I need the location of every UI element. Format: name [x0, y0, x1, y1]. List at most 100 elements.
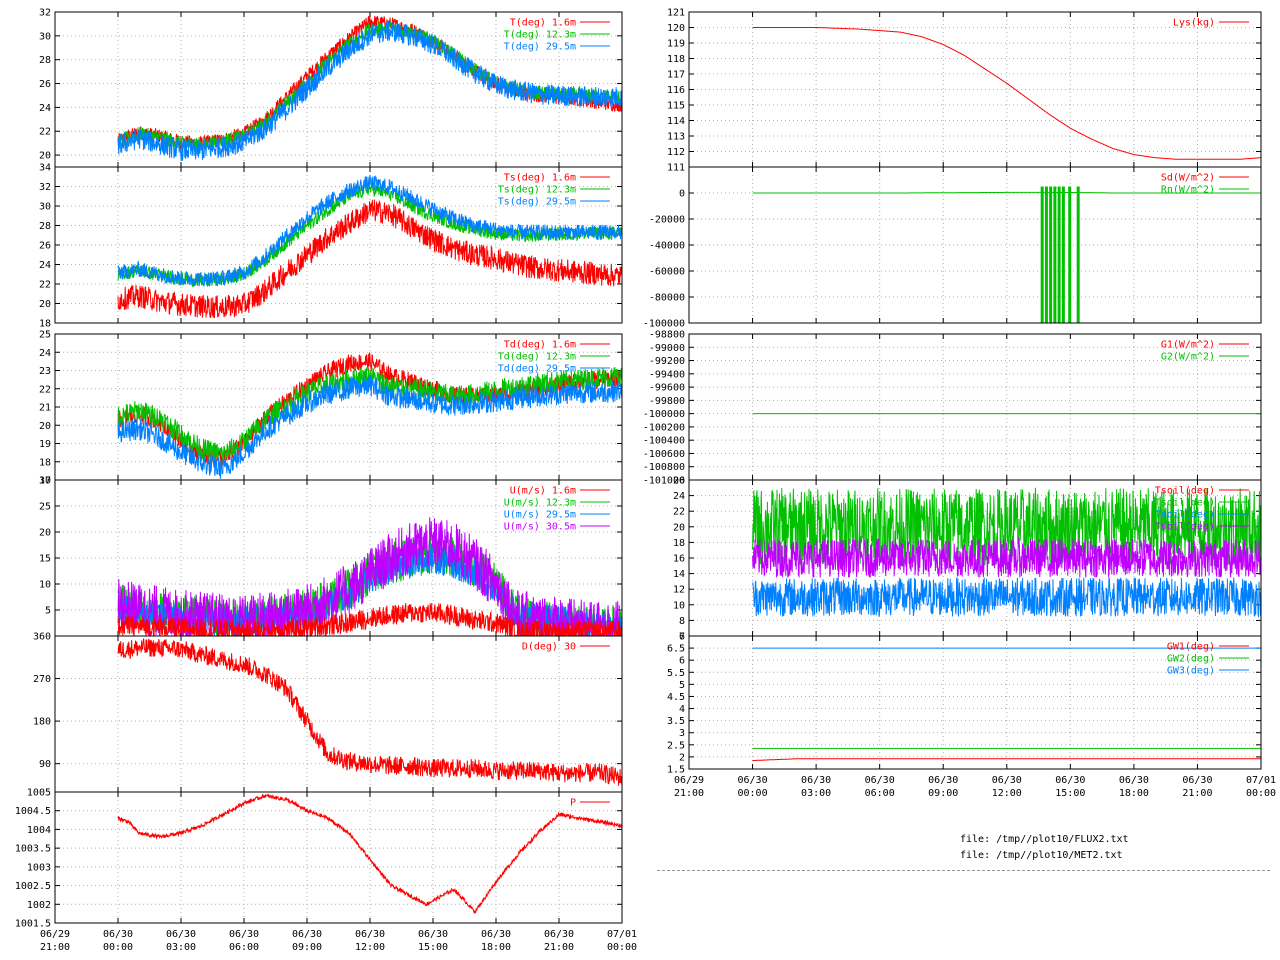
y-tick-label: 5 — [679, 680, 685, 691]
x-tick-time: 09:00 — [292, 942, 322, 953]
y-tick-label: -100000 — [643, 319, 685, 330]
y-tick-label: 30 — [39, 202, 51, 213]
y-tick-label: 18 — [673, 538, 685, 549]
y-tick-label: 20 — [39, 528, 51, 539]
panel-temp: 20 22 24 26 28 30 32 T(deg) 1.6mT(deg) 12.3mT(d… — [39, 8, 623, 168]
y-tick-label: 7 — [679, 632, 685, 643]
series-line-tsoil-2 — [752, 577, 1261, 619]
y-tick-label: -100600 — [643, 449, 685, 460]
x-tick-time: 12:00 — [992, 788, 1022, 799]
y-tick-label: 180 — [33, 717, 51, 728]
y-tick-label: 114 — [667, 116, 685, 127]
panel-p: 1001.5 1002 1002.5 1003 1003.5 1004 1004.5 1005… — [15, 788, 623, 930]
series-line-lys-0 — [752, 27, 1261, 160]
legend-label: Td(deg) 1.6m — [504, 340, 576, 351]
y-tick-label: 26 — [39, 241, 51, 252]
y-tick-label: 18 — [39, 319, 51, 330]
x-tick-date: 06/30 — [292, 929, 322, 940]
y-tick-label: 12 — [673, 585, 685, 596]
y-tick-label: 121 — [667, 8, 685, 19]
legend-label: Tsoil(deg) — [1155, 498, 1215, 509]
y-tick-label: 0 — [679, 189, 685, 200]
x-tick-time: 15:00 — [1055, 788, 1085, 799]
y-tick-label: 1002 — [27, 900, 51, 911]
x-tick-time: 18:00 — [1119, 788, 1149, 799]
x-tick-date: 06/30 — [229, 929, 259, 940]
y-tick-label: 26 — [673, 476, 685, 487]
legend-label: Tsoil(deg) — [1155, 510, 1215, 521]
file-label-met: file: /tmp//plot10/MET2.txt — [960, 850, 1123, 861]
spike-2 — [1049, 186, 1053, 323]
series-line-tsoil-1 — [752, 537, 1261, 579]
y-tick-label: 20 — [39, 421, 51, 432]
y-tick-label: 1005 — [27, 788, 51, 799]
legend-label: Ts(deg) 12.3m — [498, 185, 576, 196]
x-tick-time: 21:00 — [674, 788, 704, 799]
y-tick-label: -100400 — [643, 436, 685, 447]
y-tick-label: -99600 — [649, 383, 685, 394]
panel-gw: 1.522.533.544.555.566.57GW1(deg)GW2(deg)… — [667, 632, 1262, 776]
legend-label: U(m/s) 12.3m — [504, 498, 576, 509]
y-tick-label: -100200 — [643, 422, 685, 433]
x-tick-date: 06/30 — [992, 775, 1022, 786]
panel-g: -101000 -100800 -100600 -100400 -100200 -1000… — [643, 330, 1262, 487]
y-tick-label: 25 — [39, 502, 51, 513]
x-tick-time: 21:00 — [544, 942, 574, 953]
x-tick-time: 00:00 — [1246, 788, 1276, 799]
y-tick-label: 1.5 — [667, 765, 685, 776]
y-tick-label: -100000 — [643, 409, 685, 420]
x-tick-date: 07/01 — [1246, 775, 1276, 786]
y-tick-label: 22 — [39, 280, 51, 291]
y-tick-label: 1001.5 — [15, 919, 51, 930]
legend-label: GW2(deg) — [1167, 654, 1215, 665]
y-tick-label: 113 — [667, 132, 685, 143]
x-tick-date: 06/30 — [544, 929, 574, 940]
y-tick-label: 5 — [45, 606, 51, 617]
y-tick-label: 3 — [679, 728, 685, 739]
legend-label: Lys(kg) — [1173, 18, 1215, 29]
y-tick-label: 4.5 — [667, 692, 685, 703]
legend-label: U(m/s) 29.5m — [504, 510, 576, 521]
y-tick-label: 3.5 — [667, 716, 685, 727]
y-tick-label: -100800 — [643, 462, 685, 473]
legend-label: Tsoil(deg) — [1155, 486, 1215, 497]
y-tick-label: 6 — [679, 656, 685, 667]
y-tick-label: 1004.5 — [15, 806, 51, 817]
y-tick-label: 19 — [39, 439, 51, 450]
y-tick-label: -80000 — [649, 293, 685, 304]
series-line-ts-2 — [117, 174, 622, 287]
x-tick-date: 06/30 — [928, 775, 958, 786]
plot-frame — [688, 11, 1262, 168]
y-tick-label: 30 — [39, 476, 51, 487]
plot-frame — [54, 791, 623, 924]
y-tick-label: 21 — [39, 403, 51, 414]
plot-frame — [54, 166, 623, 324]
y-tick-label: 116 — [667, 85, 685, 96]
y-tick-label: 25 — [39, 330, 51, 341]
y-tick-label: 32 — [39, 182, 51, 193]
legend-label: D(deg) 30 — [522, 642, 576, 653]
y-tick-label: -40000 — [649, 241, 685, 252]
y-tick-label: -99400 — [649, 369, 685, 380]
spike-0 — [1040, 186, 1044, 323]
y-tick-label: -20000 — [649, 215, 685, 226]
y-tick-label: 24 — [673, 491, 685, 502]
legend-label: U(m/s) 1.6m — [510, 486, 576, 497]
y-tick-label: 26 — [39, 79, 51, 90]
legend-label: T(deg) 12.3m — [504, 30, 576, 41]
spike-1 — [1044, 186, 1048, 323]
x-tick-time: 21:00 — [40, 942, 70, 953]
y-tick-label: 1004 — [27, 825, 51, 836]
y-tick-label: -99000 — [649, 343, 685, 354]
y-tick-label: 15 — [39, 554, 51, 565]
legend-label: G2(W/m^2) — [1161, 352, 1215, 363]
spike-7 — [1076, 186, 1080, 323]
y-tick-label: 22 — [39, 384, 51, 395]
y-tick-label: 24 — [39, 103, 51, 114]
y-tick-label: 270 — [33, 674, 51, 685]
y-tick-label: 120 — [667, 23, 685, 34]
y-tick-label: 6.5 — [667, 644, 685, 655]
y-tick-label: 24 — [39, 260, 51, 271]
